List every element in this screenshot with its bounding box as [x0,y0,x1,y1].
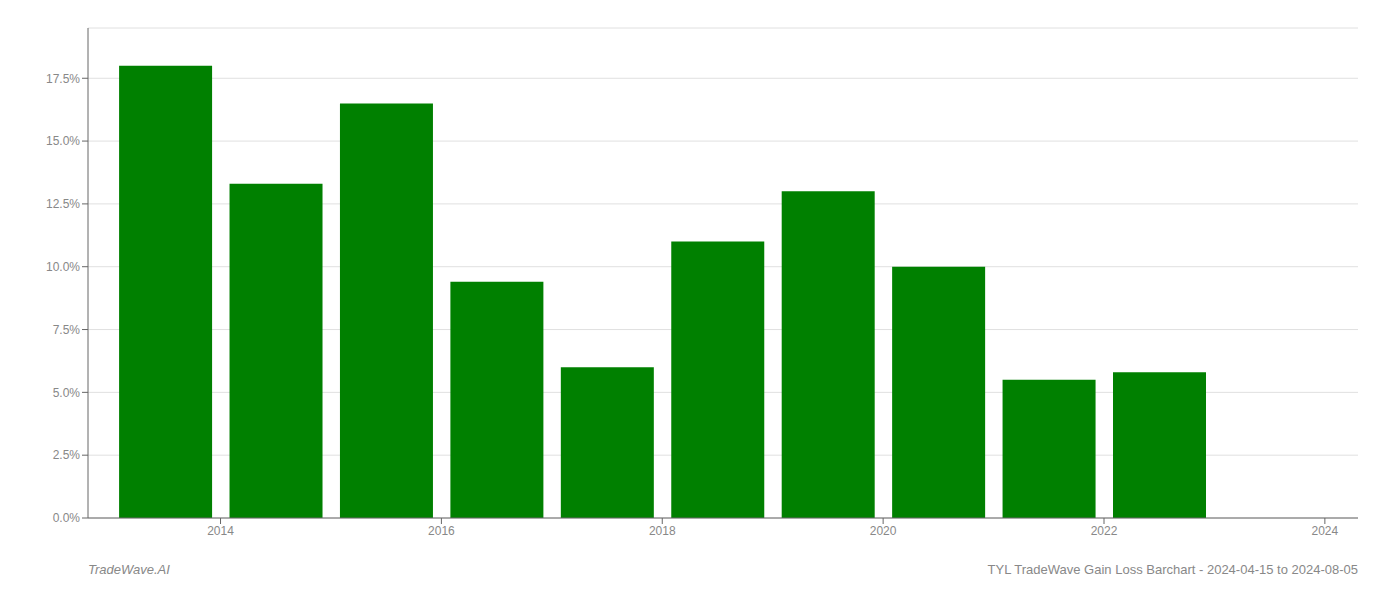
html-text:TradeWave.AI: TradeWave.AI [88,562,170,577]
svg-text:0.0%: 0.0% [53,511,81,525]
svg-text:2024: 2024 [1312,524,1339,538]
svg-text:12.5%: 12.5% [46,197,80,211]
svg-text:5.0%: 5.0% [53,386,81,400]
svg-text:2018: 2018 [649,524,676,538]
svg-text:2022: 2022 [1091,524,1118,538]
svg-text:2016: 2016 [428,524,455,538]
svg-text:10.0%: 10.0% [46,260,80,274]
svg-text:2014: 2014 [207,524,234,538]
svg-text:15.0%: 15.0% [46,134,80,148]
svg-text:2.5%: 2.5% [53,448,81,462]
svg-text:7.5%: 7.5% [53,323,81,337]
svg-text:17.5%: 17.5% [46,72,80,86]
html-text:TYL TradeWave Gain Loss Barcha: TYL TradeWave Gain Loss Barchart - 2024-… [987,562,1358,577]
svg-text:2020: 2020 [870,524,897,538]
